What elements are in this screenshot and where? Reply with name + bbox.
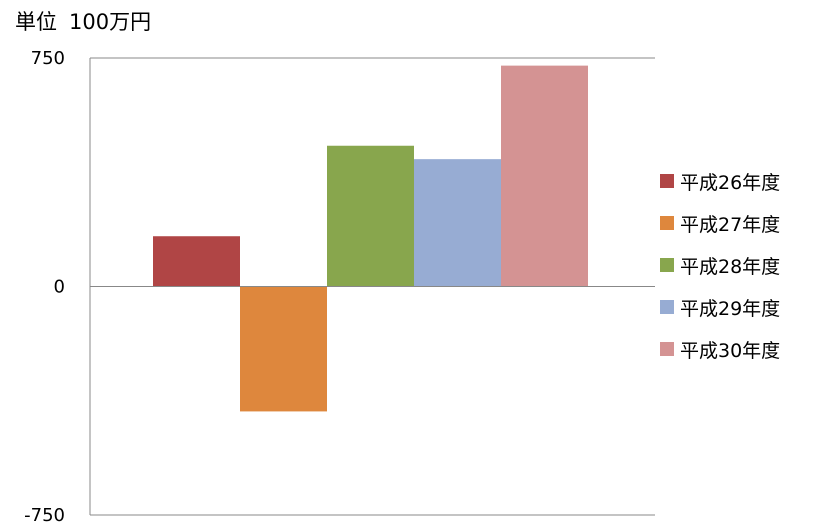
legend-label: 平成30年度 <box>680 339 781 362</box>
bar-2 <box>240 286 327 412</box>
bar-1 <box>153 236 240 287</box>
legend-swatch <box>660 258 674 272</box>
y-tick-label: 0 <box>54 277 65 298</box>
axes-group <box>89 57 655 516</box>
y-axis-ticks: 750 0 -750 <box>24 48 65 526</box>
legend-item: 平成29年度 <box>660 286 780 328</box>
legend-label: 平成28年度 <box>680 255 781 278</box>
legend-label: 平成27年度 <box>680 213 781 236</box>
legend-item: 平成26年度 <box>660 160 780 202</box>
unit-label: 単位 100万円 <box>15 6 151 36</box>
y-tick-label: 750 <box>31 48 65 69</box>
y-tick-label: -750 <box>24 505 65 526</box>
bar-5 <box>501 65 588 287</box>
legend-swatch <box>660 174 674 188</box>
legend-swatch <box>660 342 674 356</box>
legend-swatch <box>660 300 674 314</box>
legend-item: 平成28年度 <box>660 244 780 286</box>
unit-value: 100万円 <box>69 10 152 34</box>
legend: 平成26年度 平成27年度 平成28年度 平成29年度 平成30年度 <box>660 160 780 370</box>
bar-3 <box>327 145 414 287</box>
legend-item: 平成27年度 <box>660 202 780 244</box>
bars-group <box>153 65 588 412</box>
legend-item: 平成30年度 <box>660 328 780 370</box>
bar-4 <box>414 159 501 287</box>
legend-label: 平成26年度 <box>680 171 781 194</box>
unit-prefix: 単位 <box>15 10 57 34</box>
legend-swatch <box>660 216 674 230</box>
legend-label: 平成29年度 <box>680 297 781 320</box>
